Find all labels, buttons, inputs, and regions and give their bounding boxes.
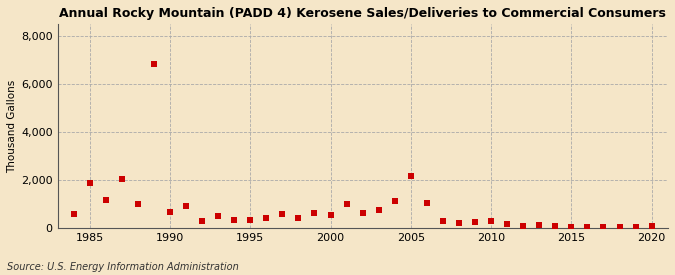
Point bbox=[261, 215, 272, 220]
Point bbox=[437, 219, 448, 223]
Point bbox=[245, 218, 256, 222]
Point bbox=[325, 213, 336, 218]
Point bbox=[68, 212, 79, 216]
Text: Source: U.S. Energy Information Administration: Source: U.S. Energy Information Administ… bbox=[7, 262, 238, 272]
Point bbox=[646, 224, 657, 229]
Title: Annual Rocky Mountain (PADD 4) Kerosene Sales/Deliveries to Commercial Consumers: Annual Rocky Mountain (PADD 4) Kerosene … bbox=[59, 7, 666, 20]
Point bbox=[518, 224, 529, 228]
Point bbox=[116, 177, 127, 181]
Point bbox=[357, 211, 368, 215]
Point bbox=[582, 225, 593, 229]
Point bbox=[181, 204, 192, 208]
Point bbox=[196, 219, 207, 223]
Point bbox=[598, 225, 609, 229]
Point bbox=[486, 219, 497, 223]
Point bbox=[213, 214, 223, 218]
Point bbox=[406, 173, 416, 178]
Point bbox=[566, 224, 576, 229]
Point bbox=[293, 215, 304, 220]
Point bbox=[165, 209, 176, 214]
Point bbox=[550, 223, 561, 228]
Y-axis label: Thousand Gallons: Thousand Gallons bbox=[7, 79, 17, 173]
Point bbox=[421, 201, 432, 205]
Point bbox=[148, 61, 159, 66]
Point bbox=[534, 223, 545, 227]
Point bbox=[277, 212, 288, 216]
Point bbox=[101, 197, 111, 202]
Point bbox=[132, 202, 143, 207]
Point bbox=[84, 180, 95, 185]
Point bbox=[229, 218, 240, 222]
Point bbox=[470, 219, 481, 224]
Point bbox=[373, 208, 384, 213]
Point bbox=[614, 225, 625, 230]
Point bbox=[502, 221, 512, 226]
Point bbox=[309, 211, 320, 215]
Point bbox=[341, 202, 352, 207]
Point bbox=[389, 199, 400, 203]
Point bbox=[454, 221, 464, 225]
Point bbox=[630, 225, 641, 229]
